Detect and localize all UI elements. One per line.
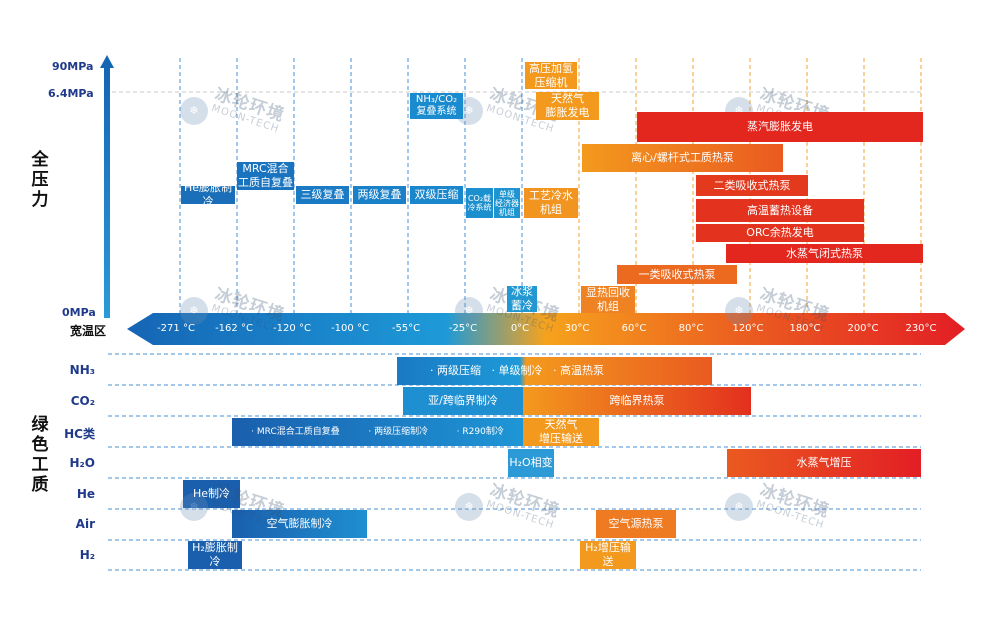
- temperature-axis-bar: [127, 313, 965, 345]
- temp-tick: 200°C: [847, 323, 879, 334]
- air-cooling-bar: [232, 510, 367, 538]
- h2o-phase-bar: [508, 449, 554, 477]
- temp-tick: 0°C: [510, 323, 530, 334]
- gas-row-lines: [108, 353, 921, 571]
- gas-label-he: He: [76, 487, 95, 501]
- h2o-steam-bar: [727, 449, 921, 477]
- temp-tick: 230°C: [905, 323, 937, 334]
- app-box-nh3-co2: NH₃/CO₂ 复叠系统: [410, 93, 463, 119]
- pressure-tick-90mpa: 90MPa: [52, 60, 94, 73]
- pressure-axis-arrow: [100, 55, 114, 68]
- temp-tick: -120 °C: [273, 323, 311, 334]
- gas-group-label: 绿 色 工 质: [31, 415, 49, 495]
- pressure-tick-0mpa: 0MPa: [62, 306, 96, 319]
- moon-tech-logo-icon: ❄: [455, 492, 483, 521]
- app-box-process-chiller: 工艺冷水 机组: [524, 188, 578, 218]
- temp-tick: 60°C: [621, 323, 647, 334]
- moon-tech-logo-icon: ❄: [180, 492, 208, 521]
- co2-refrigeration-bar: [403, 387, 523, 415]
- moon-tech-logo-icon: ❄: [180, 296, 208, 325]
- app-box-co2-secondary: CO₂载 冷系统: [466, 188, 493, 218]
- temp-tick: -55°C: [391, 323, 421, 334]
- gas-label-air: Air: [75, 517, 95, 531]
- hc-gas-label: 天然气 增压输送: [539, 418, 583, 445]
- temp-tick: 120°C: [732, 323, 764, 334]
- app-box-hydrogen-compressor: 高压加氢 压缩机: [525, 62, 577, 89]
- hc-bar-label: · MRC混合工质自复叠 · 两级压缩制冷 · R290制冷: [251, 427, 504, 437]
- co2-refrigeration-label: 亚/跨临界制冷: [428, 394, 498, 407]
- air-heatpump-label: 空气源热泵: [608, 517, 664, 530]
- gas-label-h2: H₂: [79, 548, 95, 562]
- h2-transport-bar: [580, 541, 636, 569]
- temp-tick: 180°C: [789, 323, 821, 334]
- app-box-sensible-heat-recovery: 显热回收 机组: [581, 286, 635, 313]
- nh3-bar-label: · 两级压缩 · 单级制冷 · 高温热泵: [430, 364, 604, 377]
- app-box-ice-slurry: 冰浆 蓄冷: [507, 286, 537, 312]
- temp-tick: -162 °C: [215, 323, 253, 334]
- app-box-thermal-storage: 高温蓄热设备: [696, 199, 864, 222]
- app-box-single-stage-economizer: 单级 经济器 机组: [494, 188, 520, 218]
- moon-tech-logo-icon: ❄: [455, 296, 483, 325]
- co2-heatpump-bar: [523, 387, 751, 415]
- app-box-steam-closed-heatpump: 水蒸气闭式热泵: [726, 244, 923, 263]
- app-box-centrifugal-heatpump: 离心/螺杆式工质热泵: [582, 144, 783, 172]
- app-box-gas-expansion-power: 天然气 膨胀发电: [536, 92, 599, 120]
- temperature-axis-label: 宽温区: [70, 324, 107, 338]
- h2-cooling-bar: [188, 541, 242, 569]
- gas-label-hc: HC类: [64, 427, 95, 441]
- app-box-three-stage: 三级复叠: [296, 186, 349, 204]
- moon-tech-logo-icon: ❄: [725, 492, 753, 521]
- h2o-phase-label: H₂O相变: [509, 456, 553, 469]
- gas-label-co2: CO₂: [70, 394, 95, 408]
- temp-tick: -271 °C: [157, 323, 195, 334]
- gas-label-h2o: H₂O: [69, 456, 96, 470]
- co2-heatpump-label: 跨临界热泵: [609, 394, 665, 407]
- h2-transport-label: H₂增压输送: [585, 541, 631, 568]
- app-box-type1-absorption: 一类吸收式热泵: [617, 265, 737, 284]
- air-cooling-label: 空气膨胀制冷: [266, 517, 333, 530]
- hc-bar: [232, 418, 523, 446]
- h2o-steam-label: 水蒸气增压: [796, 456, 852, 469]
- temp-tick: 30°C: [564, 323, 590, 334]
- app-box-orc: ORC余热发电: [696, 224, 864, 242]
- app-box-he-expansion: He膨胀制冷: [181, 186, 235, 204]
- hc-gas-bar: [523, 418, 599, 446]
- temp-tick: -25°C: [448, 323, 478, 334]
- app-box-mrc: MRC混合 工质自复叠: [237, 162, 294, 190]
- pressure-axis-bar: [104, 68, 110, 318]
- gas-label-nh3: NH₃: [69, 363, 95, 377]
- air-heatpump-bar: [596, 510, 676, 538]
- he-label: He制冷: [192, 487, 231, 500]
- moon-tech-logo-icon: ❄: [725, 296, 753, 325]
- app-box-type2-absorption: 二类吸收式热泵: [696, 175, 808, 196]
- temp-tick: 80°C: [678, 323, 704, 334]
- h2-cooling-label: H₂膨胀制冷: [192, 541, 238, 568]
- app-box-steam-expansion-power: 蒸汽膨胀发电: [637, 112, 923, 142]
- moon-tech-logo-icon: ❄: [180, 96, 208, 125]
- pressure-group-label: 全 压 力: [31, 150, 49, 210]
- he-bar: [183, 480, 240, 508]
- app-box-two-stage-cascade: 两级复叠: [353, 186, 406, 204]
- pressure-tick-6-4mpa: 6.4MPa: [48, 87, 94, 100]
- app-box-two-stage-compression: 双级压缩: [410, 186, 463, 204]
- nh3-bar: [397, 357, 712, 385]
- temp-tick: -100 °C: [331, 323, 369, 334]
